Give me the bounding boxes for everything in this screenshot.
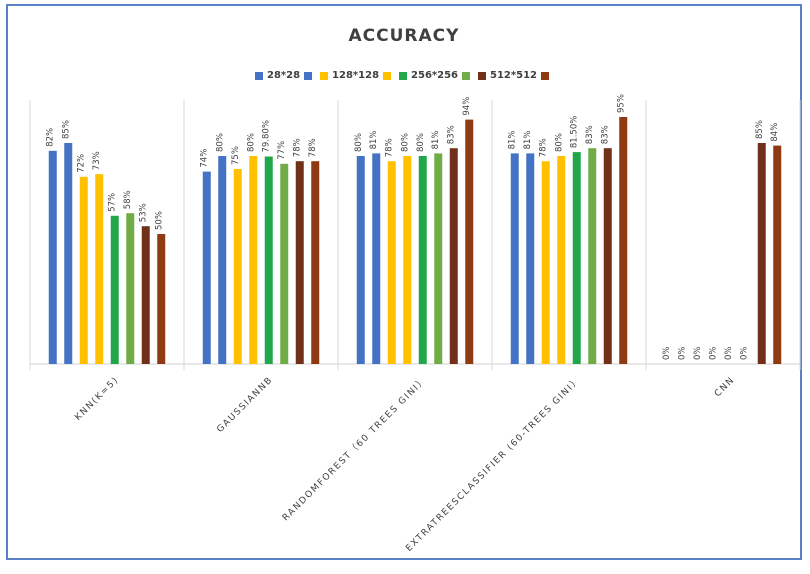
bar [449, 148, 458, 364]
bar [541, 161, 550, 364]
bar [95, 174, 104, 364]
bar [141, 226, 150, 364]
bar [465, 119, 474, 364]
legend-swatch [478, 71, 487, 80]
bar [619, 117, 628, 364]
category-label: GAUSSIANNB [215, 375, 275, 435]
bar [557, 156, 566, 364]
data-label: 78% [308, 138, 318, 157]
legend-item: 256*256 [399, 70, 474, 81]
bar [79, 176, 88, 364]
data-label: 0% [739, 347, 749, 361]
data-label: 0% [724, 347, 734, 361]
legend-item: 128*128 [320, 70, 395, 81]
legend-label: 28*28 [266, 70, 301, 81]
bar [233, 169, 242, 364]
data-label: 0% [708, 347, 718, 361]
bar [64, 143, 73, 364]
bar [418, 156, 427, 364]
legend-label: 256*256 [411, 70, 459, 81]
legend-item: 512*512 [478, 70, 553, 81]
bar [280, 163, 289, 364]
bar [434, 153, 443, 364]
data-label: 81% [431, 130, 441, 149]
data-label: 78% [385, 138, 395, 157]
data-label: 50% [154, 211, 164, 230]
data-label: 58% [123, 190, 133, 209]
bar [572, 152, 581, 364]
data-label: 80% [416, 133, 426, 152]
legend-swatch [383, 71, 392, 80]
data-label: 80% [554, 133, 564, 152]
data-label: 82% [46, 128, 56, 147]
data-label: 80% [246, 133, 256, 152]
data-label: 81% [508, 130, 518, 149]
data-label: 72% [77, 154, 87, 173]
data-label: 85% [755, 120, 765, 139]
chart-legend: 28*28 128*128 256*256 512*512 [8, 70, 800, 83]
data-label: 85% [61, 120, 71, 139]
bar [202, 171, 211, 364]
data-label: 80% [215, 133, 225, 152]
bar [510, 153, 519, 364]
legend-label: 512*512 [490, 70, 537, 81]
bar [372, 153, 381, 364]
category-label: EXTRATREESCLASSIFIER (60-TREES GINI） [404, 374, 584, 554]
data-label: 83% [585, 125, 595, 144]
category-label: CNN [713, 375, 737, 399]
legend-swatch [304, 71, 313, 80]
data-label: 83% [601, 125, 611, 144]
data-label: 0% [693, 347, 703, 361]
bar [157, 234, 166, 364]
data-label: 84% [770, 123, 780, 142]
legend-label: 128*128 [332, 70, 380, 81]
bar [48, 150, 57, 364]
data-label: 83% [447, 125, 457, 144]
bar [356, 156, 365, 364]
bar [757, 143, 766, 364]
data-label: 81% [369, 130, 379, 149]
data-label: 75% [231, 146, 241, 165]
bar [387, 161, 396, 364]
bar [218, 156, 227, 364]
data-label: 0% [677, 347, 687, 361]
data-label: 80% [400, 133, 410, 152]
data-label: 81% [523, 130, 533, 149]
bar [526, 153, 535, 364]
data-label: 78% [293, 138, 303, 157]
data-label: 78% [539, 138, 549, 157]
bar [773, 145, 782, 364]
bar [588, 148, 597, 364]
data-label: 0% [662, 347, 672, 361]
data-label: 80% [354, 133, 364, 152]
legend-swatch [462, 71, 471, 80]
data-label: 73% [92, 151, 102, 170]
bar [311, 161, 320, 364]
data-label: 57% [108, 193, 118, 212]
bar [603, 148, 612, 364]
bar [249, 156, 258, 364]
chart-title: ACCURACY [348, 26, 460, 46]
legend-item: 28*28 [254, 70, 316, 81]
bar [126, 213, 135, 364]
data-label: 77% [277, 141, 287, 160]
category-label: RANDOMFOREST（60 TREES GINI） [280, 374, 429, 523]
legend-swatch [320, 71, 329, 80]
data-label: 74% [200, 149, 210, 168]
data-label: 53% [139, 203, 149, 222]
data-label: 81.50% [570, 116, 580, 148]
category-label: KNN(K=5) [73, 375, 121, 423]
legend-swatch [541, 71, 549, 80]
legend-swatch [399, 71, 408, 80]
data-label: 79.80% [262, 120, 272, 152]
data-label: 94% [462, 97, 472, 116]
bar [403, 156, 412, 364]
legend-swatch [254, 71, 263, 80]
bar [264, 156, 273, 364]
bar [110, 215, 119, 364]
bar [295, 161, 304, 364]
data-label: 95% [616, 94, 626, 113]
